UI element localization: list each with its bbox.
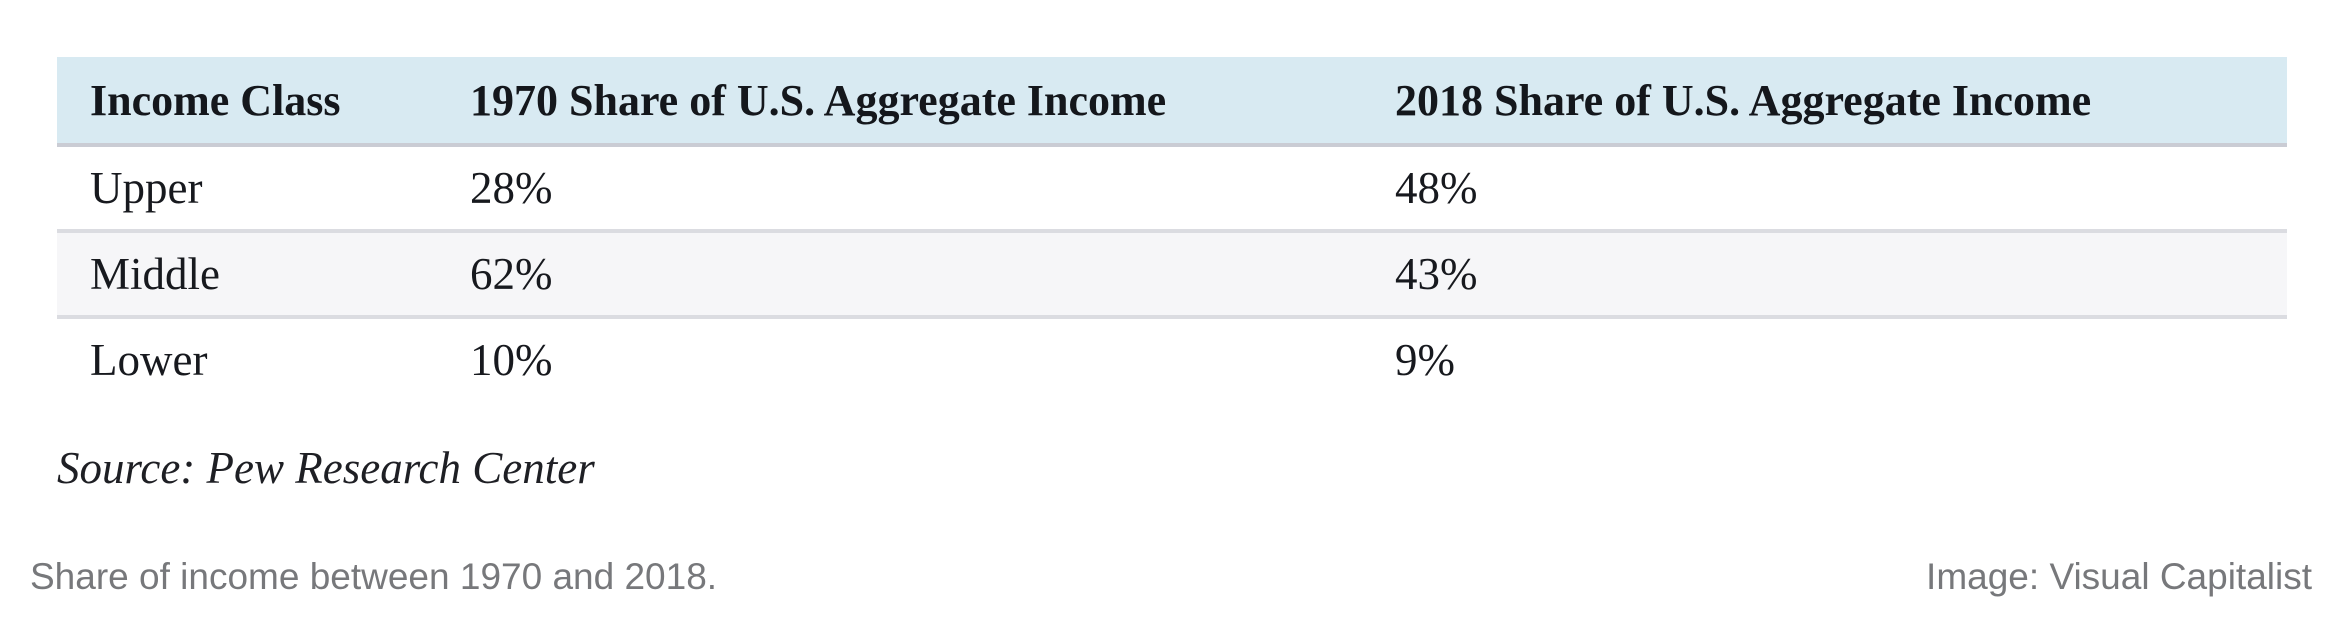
share-1970-value: 10% [470,335,553,385]
caption-bar: Share of income between 1970 and 2018. I… [30,556,2312,598]
share-1970-value: 62% [470,249,553,299]
share-2018-value: 48% [1395,163,1478,213]
source-note: Source: Pew Research Center [57,443,595,493]
table-row-lower: Lower 10% 9% [57,315,2287,401]
income-class-label: Upper [90,163,203,213]
column-header-income-class: Income Class [90,75,341,125]
image-credit: Image: Visual Capitalist [1926,556,2312,597]
share-2018-value: 9% [1395,335,1455,385]
figure-caption: Share of income between 1970 and 2018. [30,556,718,597]
column-header-2018-share: 2018 Share of U.S. Aggregate Income [1395,75,2092,125]
share-2018-value: 43% [1395,249,1478,299]
share-1970-value: 28% [470,163,553,213]
income-class-label: Middle [90,249,220,299]
table-row-upper: Upper 28% 48% [57,147,2287,229]
income-class-label: Lower [90,335,208,385]
table-row-middle: Middle 62% 43% [57,229,2287,315]
income-share-table: Income Class 1970 Share of U.S. Aggregat… [57,57,2287,401]
table-header-row: Income Class 1970 Share of U.S. Aggregat… [57,57,2287,147]
column-header-1970-share: 1970 Share of U.S. Aggregate Income [470,75,1167,125]
